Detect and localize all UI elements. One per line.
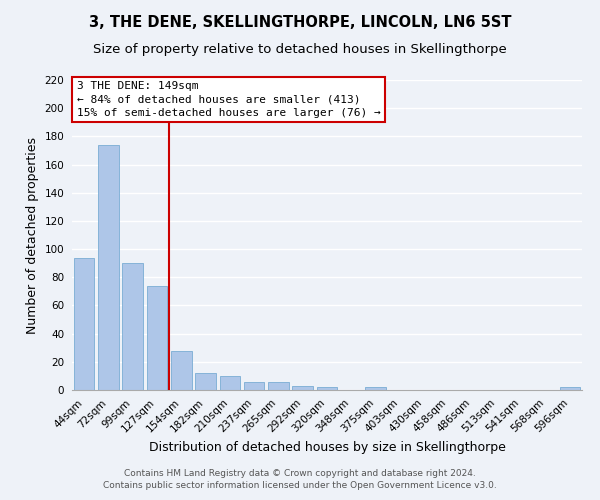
Bar — [98, 145, 119, 390]
Text: 3 THE DENE: 149sqm
← 84% of detached houses are smaller (413)
15% of semi-detach: 3 THE DENE: 149sqm ← 84% of detached hou… — [77, 82, 380, 118]
Bar — [560, 387, 580, 390]
Bar — [171, 350, 191, 390]
X-axis label: Distribution of detached houses by size in Skellingthorpe: Distribution of detached houses by size … — [149, 442, 505, 454]
Bar — [292, 386, 313, 390]
Bar — [74, 258, 94, 390]
Bar — [244, 382, 265, 390]
Bar — [146, 286, 167, 390]
Y-axis label: Number of detached properties: Number of detached properties — [26, 136, 39, 334]
Text: 3, THE DENE, SKELLINGTHORPE, LINCOLN, LN6 5ST: 3, THE DENE, SKELLINGTHORPE, LINCOLN, LN… — [89, 15, 511, 30]
Bar — [268, 382, 289, 390]
Bar — [317, 387, 337, 390]
Text: Contains HM Land Registry data © Crown copyright and database right 2024.
Contai: Contains HM Land Registry data © Crown c… — [103, 468, 497, 490]
Bar — [365, 387, 386, 390]
Bar — [220, 376, 240, 390]
Bar — [195, 373, 216, 390]
Text: Size of property relative to detached houses in Skellingthorpe: Size of property relative to detached ho… — [93, 42, 507, 56]
Bar — [122, 263, 143, 390]
